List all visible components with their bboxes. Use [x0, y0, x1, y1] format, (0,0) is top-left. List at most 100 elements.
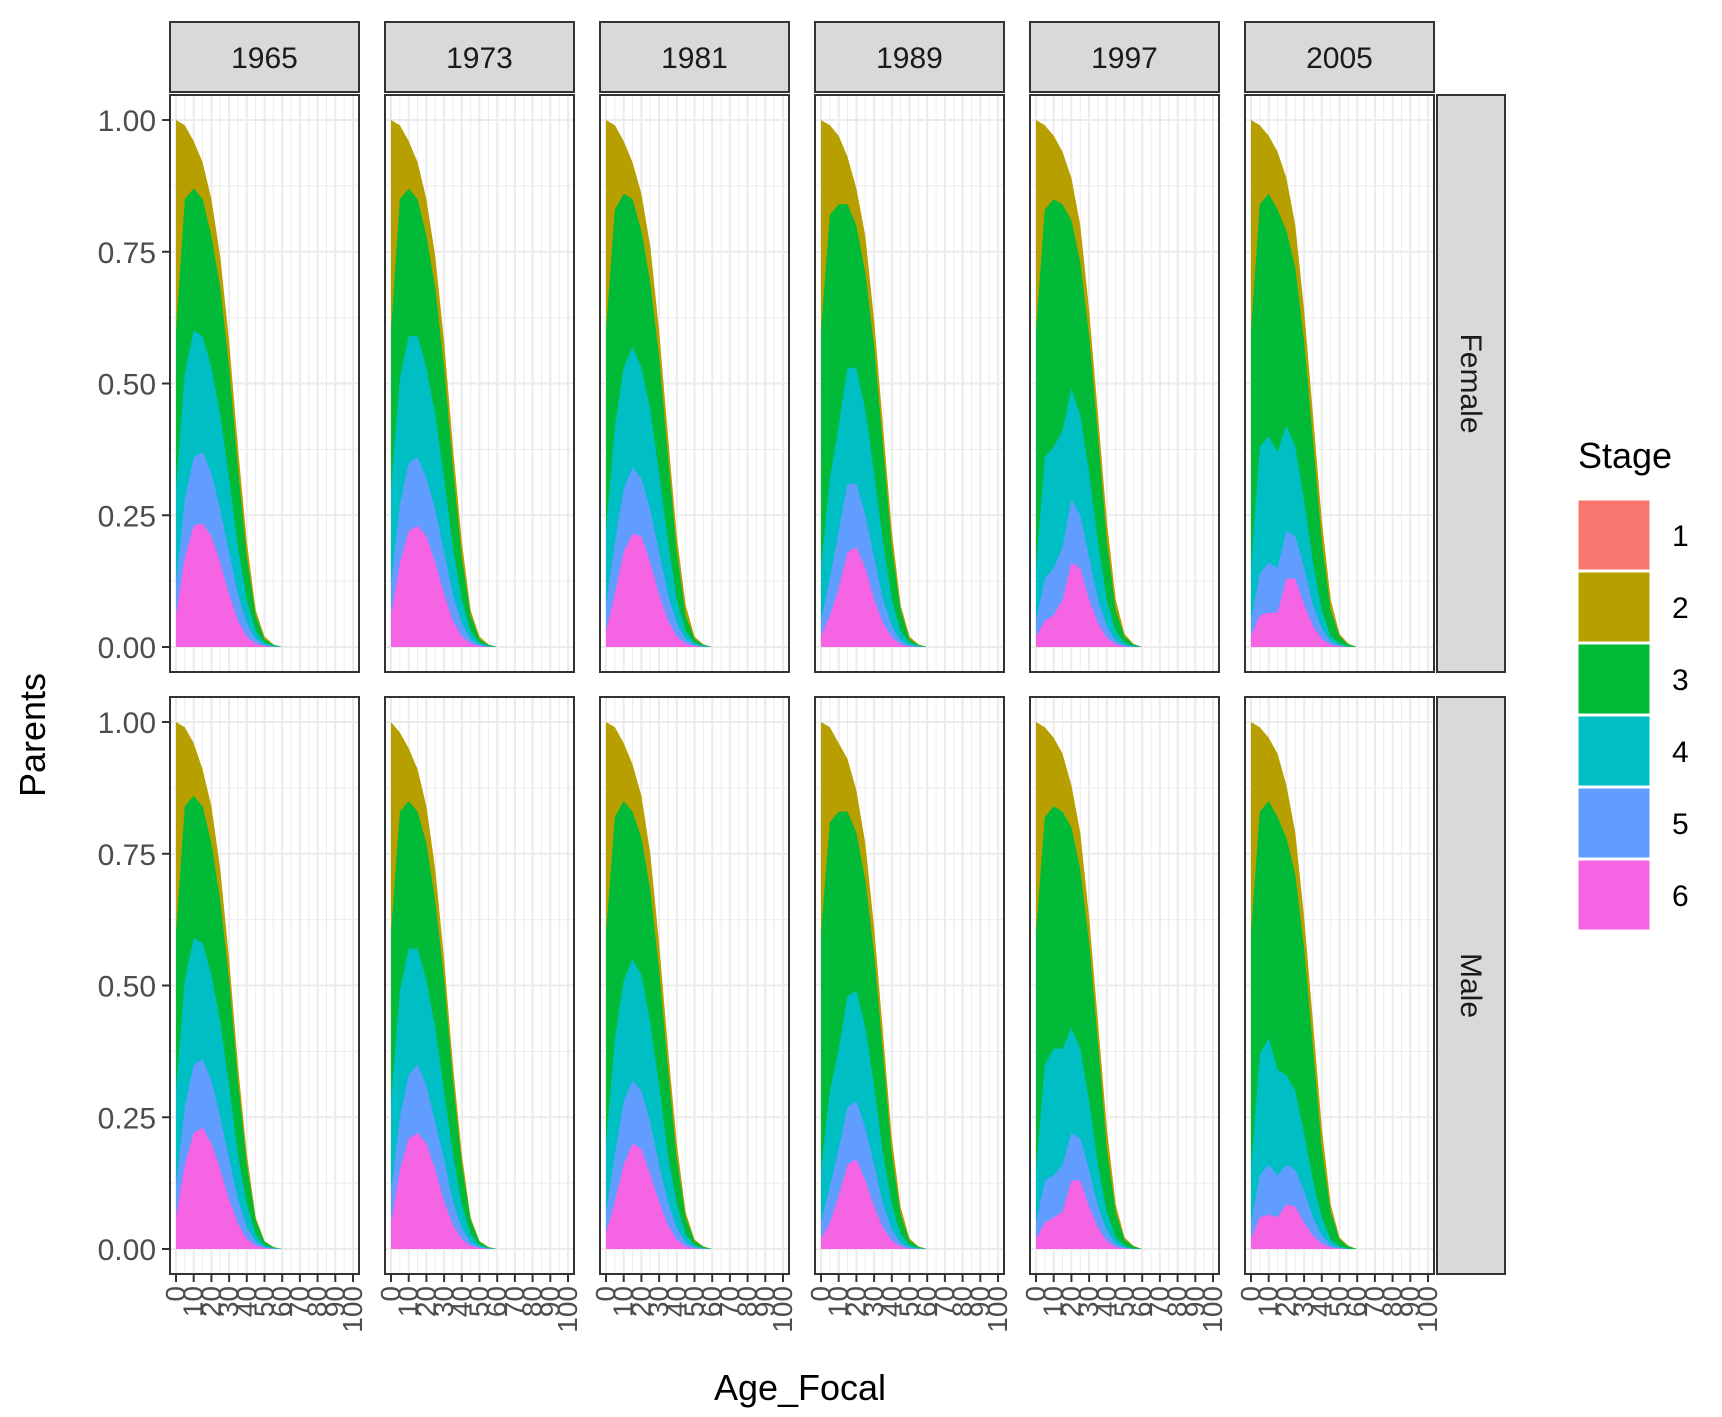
x-tick-label: 10 [1038, 1286, 1069, 1317]
x-tick-label: 60 [1126, 1286, 1157, 1317]
facet-strip-label-1973: 1973 [446, 42, 513, 75]
x-tick-label: 70 [284, 1286, 315, 1317]
panel-1989-female [814, 94, 1005, 673]
legend: Stage 1 2 3 4 5 6 [1577, 435, 1689, 931]
panel-1997-male [1029, 696, 1220, 1275]
x-tick-label: 50 [1324, 1286, 1355, 1317]
x-tick-label: 90 [964, 1286, 995, 1317]
x-tick-label: 40 [876, 1286, 907, 1317]
y-tick-label: 0.25 [98, 500, 156, 533]
facet-strip-label-female: Female [1454, 333, 1487, 433]
x-tick-label: 40 [1306, 1286, 1337, 1317]
facet-strip-1965 [169, 21, 360, 93]
panel-border [1029, 94, 1220, 673]
x-tick-label: 60 [911, 1286, 942, 1317]
panel-2005-female [1244, 94, 1435, 673]
y-tick-label: 0.00 [98, 1234, 156, 1267]
x-tick-label: 90 [1179, 1286, 1210, 1317]
facet-strip-label-1989: 1989 [876, 42, 943, 75]
x-tick-label: 80 [947, 1286, 978, 1317]
x-tick-label: 70 [1144, 1286, 1175, 1317]
x-tick-label: 70 [929, 1286, 960, 1317]
panel-2005-male [1244, 696, 1435, 1275]
x-tick-label: 10 [393, 1286, 424, 1317]
facet-strip-label-male: Male [1454, 953, 1487, 1018]
x-tick-label: 100 [552, 1286, 583, 1333]
area-stage-6 [821, 546, 998, 647]
x-tick-label: 40 [1091, 1286, 1122, 1317]
x-tick-label: 60 [266, 1286, 297, 1317]
x-tick-label: 60 [696, 1286, 727, 1317]
y-tick-label: 1.00 [98, 105, 156, 138]
y-tick-label: 0.75 [98, 839, 156, 872]
x-tick-label: 0 [590, 1286, 621, 1302]
x-tick-label: 80 [517, 1286, 548, 1317]
x-tick-label: 90 [749, 1286, 780, 1317]
facet-strip-female [1436, 94, 1506, 673]
panels-layer [169, 94, 1435, 1275]
x-tick-label: 100 [337, 1286, 368, 1333]
x-tick-label: 70 [1359, 1286, 1390, 1317]
legend-key-4 [1577, 715, 1651, 787]
x-tick-label: 0 [375, 1286, 406, 1302]
y-tick-label: 0.00 [98, 632, 156, 665]
legend-label-6: 6 [1672, 880, 1689, 913]
y-tick-label: 1.00 [98, 707, 156, 740]
x-tick-label: 30 [643, 1286, 674, 1317]
x-tick-label: 0 [1235, 1286, 1266, 1302]
legend-key-2 [1577, 571, 1651, 643]
panel-border [1244, 94, 1435, 673]
panel-border [599, 94, 790, 673]
area-stage-6 [176, 523, 353, 647]
facet-strip-2005 [1244, 21, 1435, 93]
x-tick-label: 40 [446, 1286, 477, 1317]
panel-1981-male [599, 696, 790, 1275]
area-stage-6 [606, 1143, 783, 1249]
x-tick-label: 10 [823, 1286, 854, 1317]
x-tick-label: 0 [805, 1286, 836, 1302]
y-axis-label: Parents [12, 673, 53, 797]
facet-strip-male [1436, 696, 1506, 1275]
x-tick-label: 40 [661, 1286, 692, 1317]
y-tick-label: 0.25 [98, 1102, 156, 1135]
area-stage-6 [821, 1159, 998, 1249]
x-tick-label: 20 [625, 1286, 656, 1317]
legend-key-3 [1577, 643, 1651, 715]
facet-strips: 1965 1973 1981 1989 1997 2005 Female Male [169, 21, 1506, 1275]
x-tick-label: 50 [894, 1286, 925, 1317]
y-tick-label: 0.50 [98, 369, 156, 402]
x-tick-label: 50 [249, 1286, 280, 1317]
x-tick-label: 10 [608, 1286, 639, 1317]
x-tick-label: 70 [714, 1286, 745, 1317]
facet-strip-label-1981: 1981 [661, 42, 728, 75]
area-stage-6 [1036, 562, 1213, 647]
legend-label-5: 5 [1672, 808, 1689, 841]
x-tick-label: 100 [982, 1286, 1013, 1333]
x-tick-label: 10 [178, 1286, 209, 1317]
panel-border [814, 94, 1005, 673]
x-tick-label: 80 [732, 1286, 763, 1317]
axes: 0.00 0.25 0.50 0.75 1.00 0.00 0.25 0.50 0.75 1.00… [98, 105, 1443, 1333]
x-tick-label: 50 [464, 1286, 495, 1317]
x-tick-label: 50 [1109, 1286, 1140, 1317]
x-tick-label: 80 [302, 1286, 333, 1317]
x-tick-label: 30 [858, 1286, 889, 1317]
legend-label-3: 3 [1672, 664, 1689, 697]
x-tick-label: 20 [410, 1286, 441, 1317]
x-tick-label: 90 [534, 1286, 565, 1317]
x-tick-label: 30 [1073, 1286, 1104, 1317]
x-tick-label: 30 [213, 1286, 244, 1317]
legend-title: Stage [1578, 435, 1672, 476]
panel-1989-male [814, 696, 1005, 1275]
panel-1973-male [384, 696, 575, 1275]
facet-strip-1973 [384, 21, 575, 93]
legend-label-4: 4 [1672, 736, 1689, 769]
area-stage-6 [1251, 1204, 1428, 1249]
x-tick-label: 30 [1288, 1286, 1319, 1317]
facet-strip-1981 [599, 21, 790, 93]
legend-key-5 [1577, 787, 1651, 859]
panel-1981-female [599, 94, 790, 673]
x-tick-label: 100 [1197, 1286, 1228, 1333]
legend-label-2: 2 [1672, 592, 1689, 625]
